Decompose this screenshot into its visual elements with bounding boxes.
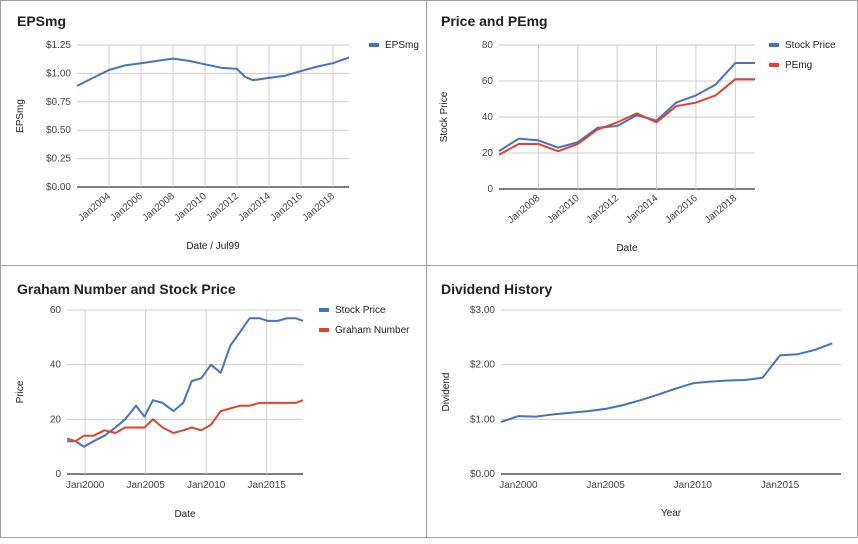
y-tick-label: 0 [487, 184, 493, 195]
y-tick-label: 40 [50, 360, 62, 371]
y-axis-title: Price [15, 380, 26, 403]
chart-title: EPSmg [17, 13, 66, 29]
x-tick-label: Jan2015 [761, 480, 800, 491]
x-tick-label: Jan2014 [236, 191, 273, 224]
chart-title: Price and PEmg [441, 13, 548, 29]
y-tick-label: 80 [482, 40, 494, 51]
x-tick-label: Jan2008 [506, 193, 543, 226]
series-line-stock-price [498, 62, 755, 153]
y-tick-label: $0.25 [46, 154, 71, 165]
series-line-pemg [498, 78, 755, 156]
y-tick-label: $0.00 [46, 182, 71, 193]
x-tick-label: Jan2010 [545, 193, 582, 226]
x-tick-label: Jan2010 [674, 480, 713, 491]
legend-swatch-epsmg [369, 43, 379, 47]
y-axis-title: Stock Price [439, 91, 450, 142]
legend-swatch-graham-number [319, 328, 329, 332]
y-tick-label: $0.50 [46, 125, 71, 136]
legend-label-epsmg: EPSmg [385, 40, 419, 51]
x-tick-label: Jan2000 [66, 480, 105, 491]
x-axis-title: Date [616, 243, 638, 254]
x-tick-label: Jan2014 [624, 193, 661, 226]
legend-swatch-pemg [769, 63, 779, 67]
y-tick-label: 60 [482, 76, 494, 87]
y-tick-label: 40 [482, 112, 494, 123]
legend-label-graham-number: Graham Number [335, 325, 410, 336]
series-line-epsmg [76, 56, 350, 87]
x-tick-label: Jan2005 [586, 480, 625, 491]
y-tick-label: $0.00 [470, 469, 495, 480]
y-axis-title: EPSmg [15, 99, 26, 133]
series-line-stock-price [67, 317, 304, 448]
x-tick-label: Jan2005 [126, 480, 165, 491]
x-axis-title: Date [174, 509, 196, 520]
x-tick-label: Jan2016 [268, 191, 305, 224]
y-tick-label: $1.25 [46, 40, 71, 51]
chart-title: Graham Number and Stock Price [17, 281, 236, 297]
x-axis-title: Year [661, 508, 682, 519]
y-axis-title: Dividend [441, 373, 452, 412]
legend-label-stock-price: Stock Price [335, 305, 386, 316]
x-tick-label: Jan2012 [585, 193, 622, 226]
legend-swatch-stock-price [769, 43, 779, 47]
legend-label-stock-price: Stock Price [785, 40, 836, 51]
x-tick-label: Jan2012 [204, 191, 241, 224]
x-tick-label: Jan2015 [248, 480, 287, 491]
x-tick-label: Jan2000 [499, 480, 538, 491]
series-line-dividend [500, 342, 833, 424]
y-tick-label: $1.00 [46, 68, 71, 79]
y-tick-label: $0.75 [46, 97, 71, 108]
x-tick-label: Jan2008 [140, 191, 177, 224]
y-tick-label: 60 [50, 305, 62, 316]
y-tick-label: 20 [50, 414, 62, 425]
x-tick-label: Jan2016 [663, 193, 700, 226]
chart-svg-dividend: Dividend History $0.00 $1.00 $2.00 $3.00 Jan2… [441, 281, 841, 519]
chart-svg-epsmg: EPSmg $0.00 $0.25 $0.50 $0.75 $1.00 $1.25 Jan20… [15, 13, 419, 252]
x-tick-label: Jan2006 [108, 191, 145, 224]
chart-panel-graham: Graham Number and Stock Price 0 20 40 60 Jan2… [0, 265, 428, 538]
y-tick-label: 0 [55, 469, 61, 480]
chart-title: Dividend History [441, 281, 552, 297]
chart-panel-dividend: Dividend History $0.00 $1.00 $2.00 $3.00 Jan2… [426, 265, 858, 538]
x-tick-label: Jan2010 [172, 191, 209, 224]
x-tick-label: Jan2004 [76, 191, 113, 224]
y-tick-label: $1.00 [470, 414, 495, 425]
y-tick-label: $2.00 [470, 360, 495, 371]
x-tick-label: Jan2018 [300, 191, 337, 224]
chart-svg-graham: Graham Number and Stock Price 0 20 40 60 Jan2… [15, 281, 410, 520]
x-axis-title: Date / Jul99 [186, 241, 240, 252]
x-tick-label: Jan2010 [187, 480, 226, 491]
x-tick-label: Jan2018 [703, 193, 740, 226]
chart-panel-epsmg: EPSmg $0.00 $0.25 $0.50 $0.75 $1.00 $1.25 Jan20… [0, 0, 428, 267]
y-tick-label: $3.00 [470, 305, 495, 316]
y-tick-label: 20 [482, 148, 494, 159]
series-line-graham-number [66, 399, 304, 443]
chart-panel-price-pemg: Price and PEmg 0 20 40 60 80 Jan2008 Jan2010 Jan… [426, 0, 858, 267]
legend-swatch-stock-price [319, 308, 329, 312]
legend-label-pemg: PEmg [785, 60, 812, 71]
